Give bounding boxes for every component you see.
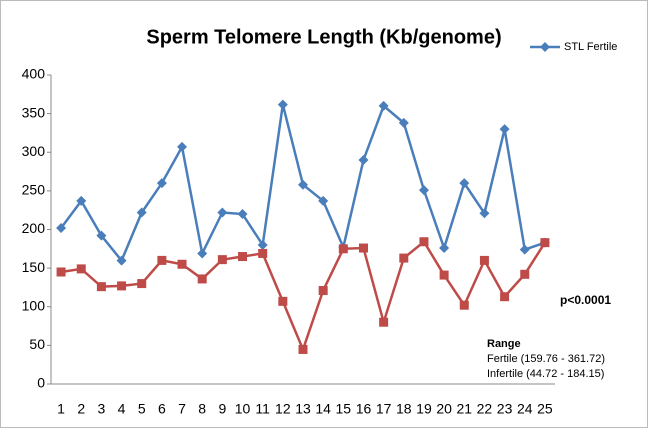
marker bbox=[479, 255, 489, 265]
marker bbox=[197, 248, 208, 259]
marker bbox=[217, 255, 227, 265]
marker bbox=[318, 195, 329, 206]
y-tick-label: 50 bbox=[29, 336, 45, 352]
marker bbox=[277, 99, 288, 110]
x-tick-label: 13 bbox=[295, 401, 311, 417]
marker bbox=[56, 267, 66, 277]
marker bbox=[439, 243, 450, 254]
marker bbox=[157, 255, 167, 265]
marker bbox=[137, 279, 147, 289]
marker bbox=[116, 255, 127, 266]
x-tick-label: 8 bbox=[198, 401, 206, 417]
y-tick-label: 200 bbox=[22, 220, 46, 236]
x-tick-label: 9 bbox=[218, 401, 226, 417]
marker bbox=[96, 282, 106, 292]
x-tick-label: 3 bbox=[98, 401, 106, 417]
marker bbox=[197, 274, 207, 284]
chart-title: Sperm Telomere Length (Kb/genome) bbox=[146, 26, 501, 48]
x-tick-label: 17 bbox=[376, 401, 392, 417]
x-tick-label: 2 bbox=[77, 401, 85, 417]
marker bbox=[56, 222, 67, 233]
marker bbox=[298, 344, 308, 354]
legend-label: STL Fertile bbox=[564, 41, 617, 53]
annotation: Fertile (159.76 - 361.72) bbox=[487, 353, 605, 365]
marker bbox=[96, 230, 107, 241]
marker bbox=[459, 178, 470, 189]
x-tick-label: 5 bbox=[138, 401, 146, 417]
marker bbox=[338, 244, 348, 254]
marker bbox=[540, 42, 550, 52]
y-tick-label: 100 bbox=[22, 297, 46, 313]
marker bbox=[237, 209, 248, 220]
marker bbox=[217, 207, 228, 218]
x-tick-label: 1 bbox=[57, 401, 65, 417]
x-tick-label: 11 bbox=[255, 401, 270, 417]
marker bbox=[136, 207, 147, 218]
x-tick-label: 15 bbox=[336, 401, 352, 417]
x-tick-label: 7 bbox=[178, 401, 186, 417]
x-tick-label: 21 bbox=[456, 401, 472, 417]
marker bbox=[298, 179, 308, 190]
x-tick-label: 10 bbox=[235, 401, 251, 417]
marker bbox=[76, 264, 86, 274]
marker bbox=[358, 243, 368, 253]
marker bbox=[177, 141, 188, 152]
marker bbox=[459, 300, 469, 310]
x-tick-label: 14 bbox=[315, 401, 331, 417]
marker bbox=[379, 317, 389, 327]
annotation: Range bbox=[487, 338, 521, 350]
y-tick-label: 250 bbox=[22, 182, 46, 198]
marker bbox=[419, 237, 429, 247]
marker bbox=[398, 117, 409, 128]
x-tick-label: 4 bbox=[118, 401, 126, 417]
marker bbox=[519, 244, 530, 255]
annotation: p<0.0001 bbox=[560, 293, 611, 307]
marker bbox=[318, 286, 328, 296]
x-tick-label: 6 bbox=[158, 401, 166, 417]
marker bbox=[418, 185, 429, 196]
x-tick-label: 23 bbox=[497, 401, 513, 417]
marker bbox=[278, 296, 288, 306]
marker bbox=[520, 269, 530, 279]
y-tick-label: 0 bbox=[37, 375, 45, 391]
x-tick-label: 19 bbox=[416, 401, 432, 417]
marker bbox=[540, 238, 550, 248]
marker bbox=[378, 100, 389, 111]
x-tick-label: 12 bbox=[275, 401, 291, 417]
marker bbox=[177, 259, 187, 269]
x-tick-label: 22 bbox=[477, 401, 493, 417]
marker bbox=[479, 208, 490, 219]
x-tick-label: 25 bbox=[537, 401, 553, 417]
marker bbox=[499, 124, 510, 135]
y-tick-label: 150 bbox=[22, 259, 46, 275]
x-tick-label: 16 bbox=[356, 401, 372, 417]
marker bbox=[257, 239, 268, 250]
x-tick-label: 18 bbox=[396, 401, 412, 417]
x-tick-label: 20 bbox=[436, 401, 452, 417]
marker bbox=[500, 292, 510, 302]
marker bbox=[358, 154, 369, 165]
marker bbox=[156, 178, 167, 189]
marker bbox=[117, 281, 127, 291]
marker bbox=[76, 195, 87, 206]
marker bbox=[399, 253, 409, 263]
y-tick-label: 400 bbox=[22, 66, 46, 82]
marker bbox=[258, 248, 268, 258]
annotation: Infertile (44.72 - 184.15) bbox=[487, 368, 604, 380]
marker bbox=[439, 270, 449, 280]
x-tick-label: 24 bbox=[517, 401, 533, 417]
y-tick-label: 300 bbox=[22, 143, 46, 159]
y-tick-label: 350 bbox=[22, 104, 46, 120]
marker bbox=[238, 252, 248, 262]
